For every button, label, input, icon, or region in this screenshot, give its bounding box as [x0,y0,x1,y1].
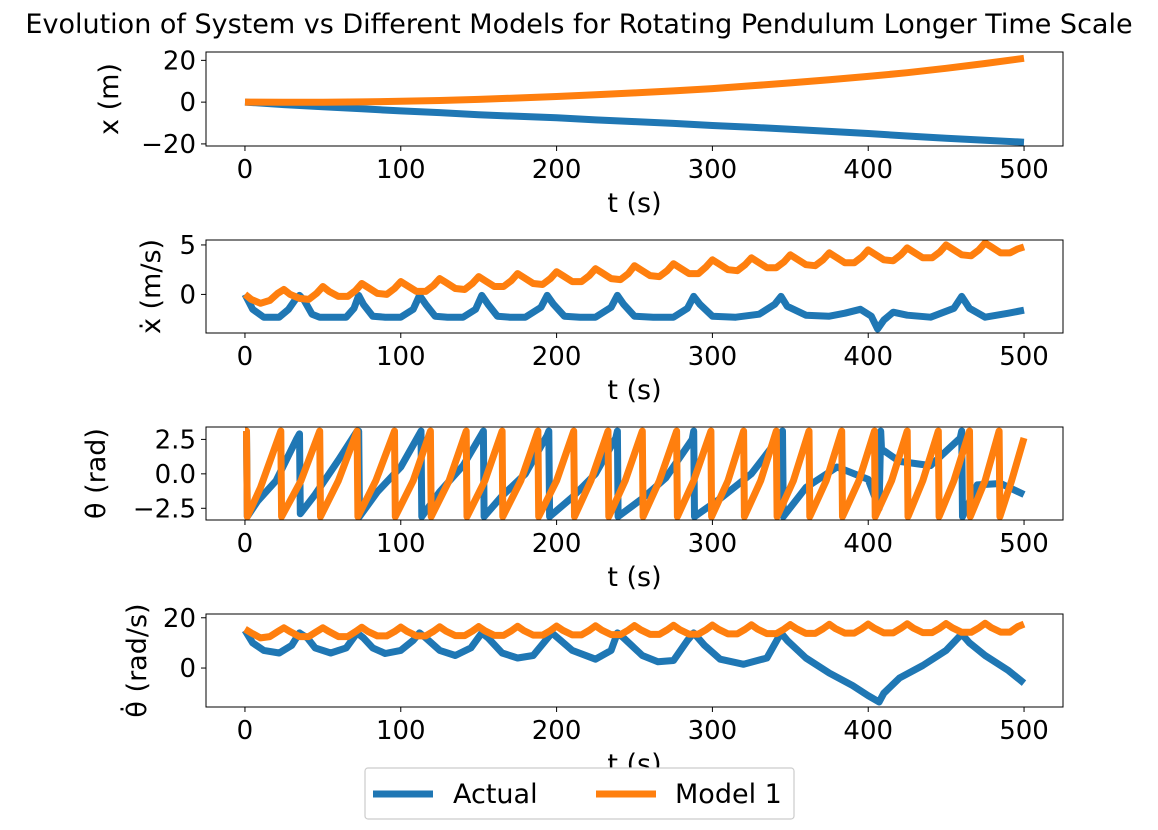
x-tick-label: 300 [688,529,738,559]
series-group [241,240,1026,333]
x-tick-label: 500 [999,155,1049,185]
y-tick-label: 0 [179,654,196,684]
x-tick-label: 0 [237,529,254,559]
series-line-actual [244,98,1025,146]
y-axis-label: ẋ (m/s) [136,239,167,334]
y-tick-label: 0.0 [155,460,196,490]
x-tick-label: 200 [532,529,582,559]
y-axis-label: θ (rad) [81,428,112,519]
y-tick-label: −20 [141,130,196,160]
y-tick-label: 5 [179,231,196,261]
series-group [244,54,1025,146]
x-axis-label: t (s) [607,562,661,593]
axes-frame [205,239,1064,334]
subplot-theta: 0 100 200 300 400 500 2.5 0.0 −2.5 t (s) θ (rad) [81,425,1064,593]
x-axis-label: t (s) [607,375,661,406]
series-group [242,619,1027,706]
x-tick-label: 300 [688,155,738,185]
y-tick-label: 2.5 [155,425,196,455]
figure-title: Evolution of System vs Different Models … [25,9,1132,40]
series-line-model-1 [244,54,1025,106]
x-tick-label: 200 [532,155,582,185]
x-tick-label: 500 [999,342,1049,372]
series-line-actual [241,291,1025,333]
y-axis-label: θ̇ (rad/s) [120,603,153,717]
x-axis-label: t (s) [607,188,661,219]
y-tick-label: −2.5 [133,494,196,524]
y-tick-label: 0 [179,88,196,118]
subplot-xdot: 0 100 200 300 400 500 0 5 t (s) ẋ (m/s) [136,231,1064,406]
series-group [243,427,1028,520]
x-tick-label: 300 [688,342,738,372]
x-tick-label: 500 [999,716,1049,746]
y-tick-label: 20 [163,46,196,76]
series-line-model-1 [243,619,1026,642]
x-tick-label: 0 [237,155,254,185]
x-tick-label: 0 [237,342,254,372]
x-tick-label: 200 [532,716,582,746]
series-line-model-1 [242,240,1026,307]
x-tick-label: 300 [688,716,738,746]
y-tick-label: 20 [163,604,196,634]
legend-label-actual: Actual [453,779,538,810]
x-tick-label: 100 [376,342,426,372]
y-axis-label: x (m) [94,63,125,135]
x-tick-label: 400 [843,342,893,372]
x-tick-label: 0 [237,716,254,746]
series-line-model-1 [243,427,1028,520]
legend-box [364,767,795,820]
x-tick-label: 200 [532,342,582,372]
y-tick-label: 0 [179,280,196,310]
x-tick-label: 100 [376,716,426,746]
x-tick-label: 500 [999,529,1049,559]
subplot-x: 0 100 200 300 400 500 −20 0 20 t (s) x (m) [94,46,1064,219]
x-tick-label: 100 [376,155,426,185]
axes-frame [205,51,1064,147]
x-tick-label: 400 [843,716,893,746]
series-line-actual [242,628,1027,706]
legend: Actual Model 1 [364,767,795,820]
x-tick-label: 400 [843,529,893,559]
legend-label-model-1: Model 1 [675,779,782,810]
x-tick-label: 100 [376,529,426,559]
axes-frame [205,613,1064,708]
x-tick-label: 400 [843,155,893,185]
